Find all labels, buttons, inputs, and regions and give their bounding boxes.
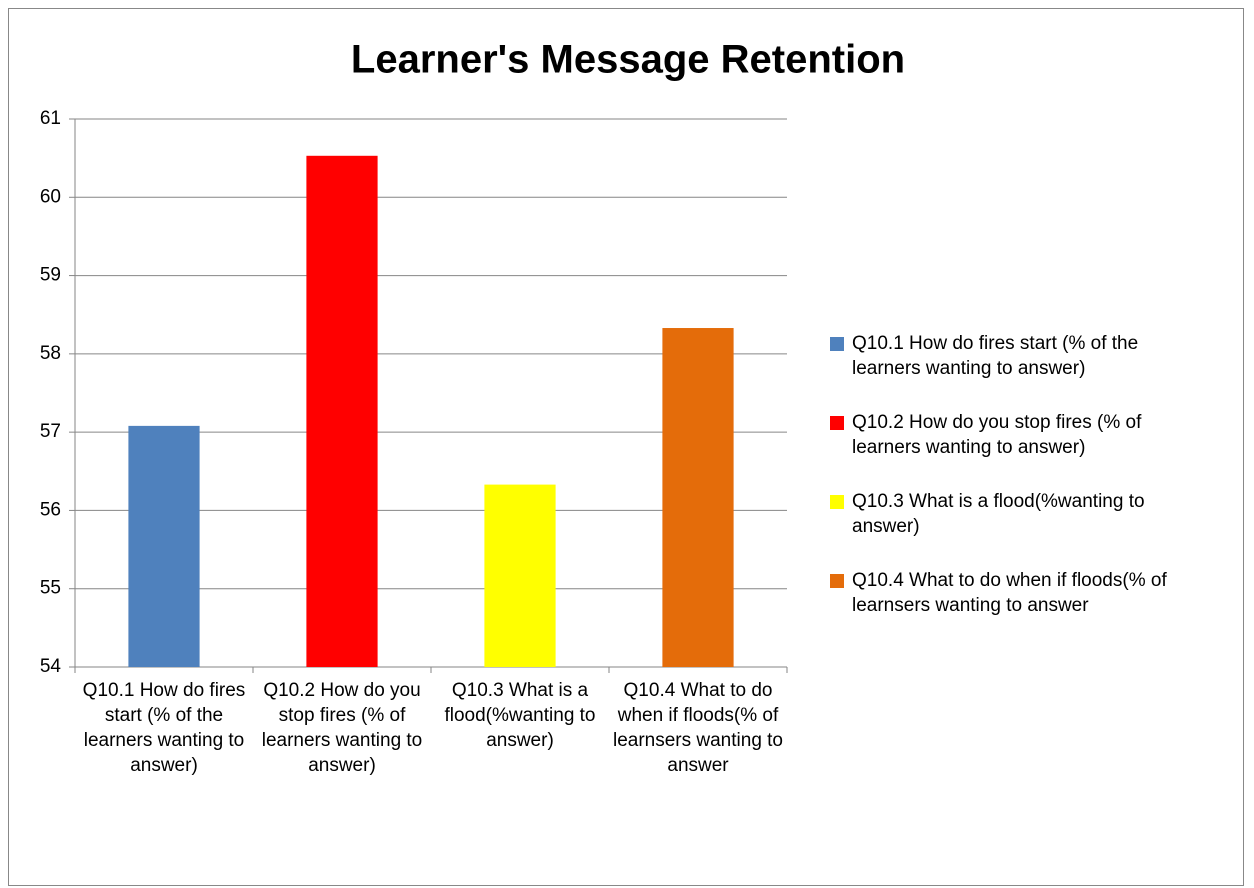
y-tick-label: 59 <box>40 265 61 286</box>
legend-label: Q10.3 What is a flood(%wanting to answer… <box>852 491 1145 537</box>
x-tick-label: Q10.4 What to do when if floods(% of lea… <box>612 680 784 776</box>
legend-label: Q10.4 What to do when if floods(% of lea… <box>852 570 1167 616</box>
bar <box>128 425 200 667</box>
y-tick-label: 60 <box>40 186 61 207</box>
legend-swatch <box>830 416 844 430</box>
legend-label: Q10.1 How do fires start (% of the learn… <box>852 333 1139 379</box>
y-tick-label: 58 <box>40 343 61 364</box>
legend-label: Q10.2 How do you stop fires (% of learne… <box>852 412 1142 458</box>
chart-frame <box>8 8 1244 886</box>
y-tick-label: 54 <box>40 656 62 677</box>
legend-swatch <box>830 495 844 509</box>
x-tick-label: Q10.2 How do you stop fires (% of learne… <box>261 680 423 776</box>
bar <box>662 328 734 667</box>
y-tick-label: 55 <box>40 578 61 599</box>
legend-entry: Q10.2 How do you stop fires (% of learne… <box>830 410 1200 460</box>
legend-swatch <box>830 574 844 588</box>
legend-swatch <box>830 337 844 351</box>
chart-title: Learner's Message Retention <box>351 38 905 82</box>
legend-entry: Q10.4 What to do when if floods(% of lea… <box>830 568 1200 618</box>
x-tick-label: Q10.3 What is a flood(%wanting to answer… <box>444 680 596 751</box>
y-tick-label: 56 <box>40 499 61 520</box>
bar <box>484 484 556 667</box>
bar <box>306 155 378 667</box>
legend-entry: Q10.3 What is a flood(%wanting to answer… <box>830 489 1200 539</box>
y-tick-label: 61 <box>40 108 61 129</box>
x-tick-label: Q10.1 How do fires start (% of the learn… <box>82 680 246 776</box>
y-tick-label: 57 <box>40 421 61 442</box>
legend-entry: Q10.1 How do fires start (% of the learn… <box>830 331 1200 381</box>
